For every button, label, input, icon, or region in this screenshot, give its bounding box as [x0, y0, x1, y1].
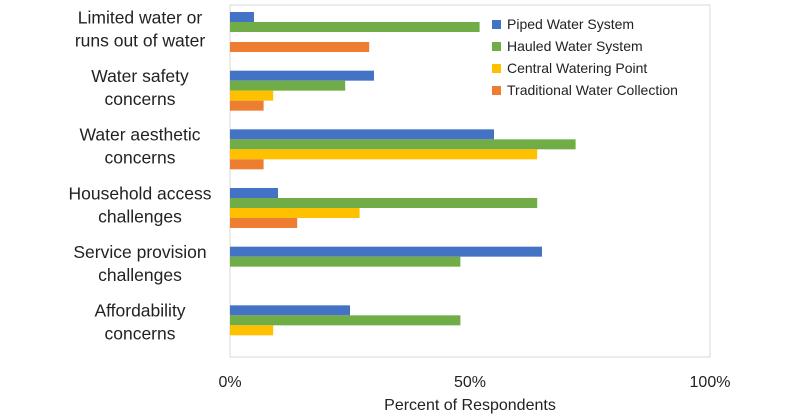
- category-labels: Limited water or runs out of water Water s…: [69, 7, 212, 343]
- legend-label-hauled-water-system: Hauled Water System: [507, 38, 643, 54]
- x-tick-label-0: 0%: [218, 374, 241, 391]
- legend: Piped Water System Hauled Water System Cen…: [492, 16, 678, 98]
- bar-hauled-water-system-service-provision-challenges: [230, 256, 461, 267]
- bar-hauled-water-system-water-aesthetic-concerns: [230, 139, 576, 150]
- bar-piped-water-system-service-provision-challenges: [230, 246, 542, 257]
- legend-swatch-central-watering-point: [492, 64, 501, 73]
- legend-swatch-piped-water-system: [492, 20, 501, 29]
- bar-hauled-water-system-water-safety-concerns: [230, 80, 346, 91]
- x-tick-label-50: 50%: [454, 374, 486, 391]
- category-label-household-access-challenges: Household access challenges: [69, 183, 212, 226]
- bar-piped-water-system-water-aesthetic-concerns: [230, 129, 494, 140]
- bar-piped-water-system-water-safety-concerns: [230, 70, 374, 81]
- category-label-affordability-concerns: Affordability concerns: [94, 301, 185, 344]
- bar-piped-water-system-affordability-concerns: [230, 305, 350, 316]
- bar-hauled-water-system-affordability-concerns: [230, 315, 461, 326]
- bar-traditional-water-collection-limited-water-or-runs-out-of-water: [230, 42, 370, 52]
- legend-label-central-watering-point: Central Watering Point: [507, 60, 647, 76]
- plot-area-frame: [229, 4, 711, 358]
- bar-central-watering-point-affordability-concerns: [230, 325, 274, 336]
- bar-piped-water-system-household-access-challenges: [230, 188, 278, 198]
- bar-traditional-water-collection-household-access-challenges: [230, 218, 298, 228]
- bar-hauled-water-system-household-access-challenges: [230, 198, 538, 208]
- bar-central-watering-point-water-safety-concerns: [230, 90, 274, 101]
- category-label-service-provision-challenges: Service provision challenges: [73, 242, 206, 285]
- category-label-limited-water-or-runs-out-of-water: Limited water or runs out of water: [75, 7, 206, 50]
- bar-piped-water-system-limited-water-or-runs-out-of-water: [230, 12, 254, 22]
- category-label-water-safety-concerns: Water safety concerns: [91, 66, 189, 109]
- x-axis-ticks: 0% 50% 100%: [218, 374, 730, 391]
- category-label-water-aesthetic-concerns: Water aesthetic concerns: [80, 125, 201, 168]
- bar-hauled-water-system-limited-water-or-runs-out-of-water: [230, 22, 480, 32]
- bars-group: [230, 12, 576, 336]
- x-axis-title: Percent of Respondents: [384, 397, 556, 414]
- legend-swatch-hauled-water-system: [492, 42, 501, 51]
- legend-label-piped-water-system: Piped Water System: [507, 16, 634, 32]
- bar-traditional-water-collection-water-safety-concerns: [230, 100, 264, 111]
- legend-label-traditional-water-collection: Traditional Water Collection: [507, 82, 678, 98]
- x-tick-label-100: 100%: [690, 374, 731, 391]
- bar-traditional-water-collection-water-aesthetic-concerns: [230, 159, 264, 170]
- bar-central-watering-point-water-aesthetic-concerns: [230, 149, 538, 160]
- legend-swatch-traditional-water-collection: [492, 86, 501, 95]
- bar-central-watering-point-household-access-challenges: [230, 208, 360, 218]
